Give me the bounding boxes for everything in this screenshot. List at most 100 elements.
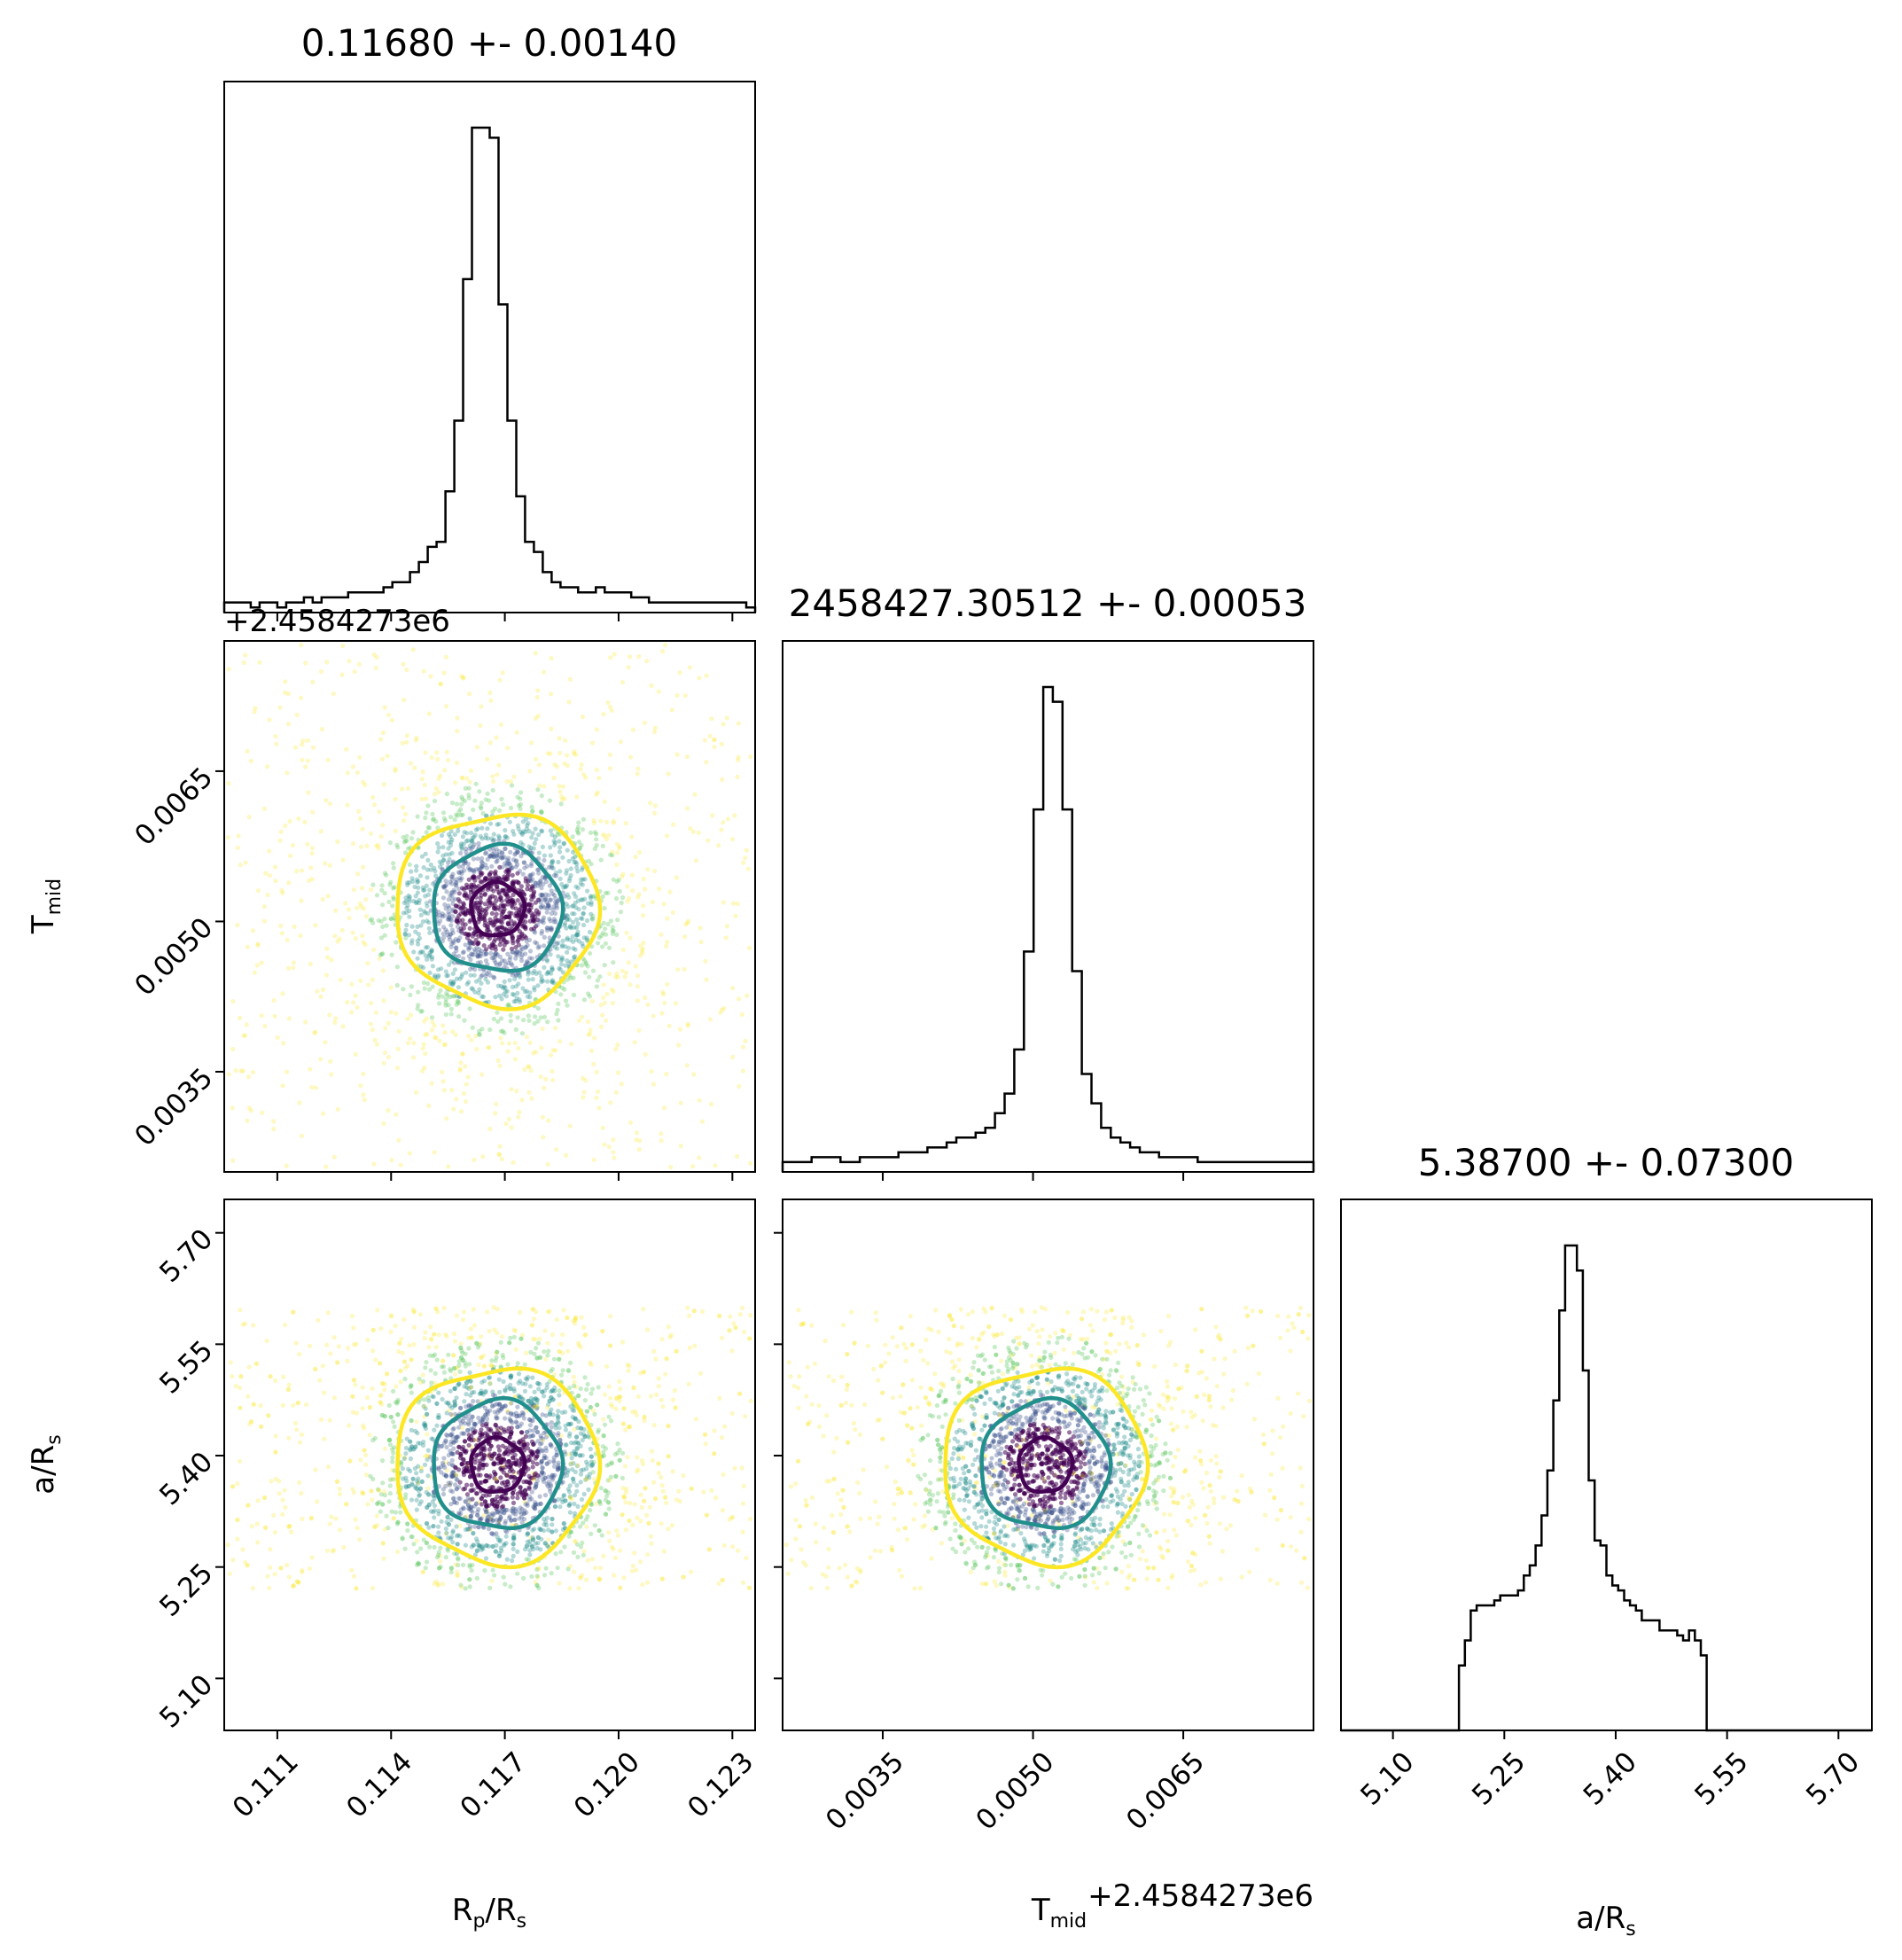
rp-ars-point	[743, 1414, 748, 1419]
rp-tmid-point	[300, 738, 306, 744]
rp-tmid-point	[527, 949, 534, 954]
rp-tmid-point	[491, 923, 496, 928]
rp-tmid-point	[608, 1100, 613, 1105]
rp-tmid-point	[440, 857, 446, 863]
rp-tmid-point	[446, 1003, 451, 1008]
rp-tmid-point	[574, 794, 580, 800]
rp-tmid-point	[500, 902, 506, 909]
rp-tmid-point	[585, 964, 590, 969]
rp-tmid-point	[496, 848, 503, 855]
rp-tmid-point	[526, 1065, 532, 1070]
rp-ars-point	[436, 1508, 441, 1514]
rp-tmid-point	[246, 815, 252, 820]
rp-ars-point	[584, 1466, 589, 1472]
rp-tmid-point	[643, 886, 648, 892]
rp-tmid-point	[533, 940, 538, 945]
rp-ars-point	[666, 1454, 671, 1459]
rp-tmid-point	[446, 917, 451, 922]
rp-tmid-point	[453, 879, 458, 886]
rp-ars-point	[712, 1428, 717, 1433]
rp-tmid-point	[479, 860, 486, 866]
rp-tmid-point	[498, 919, 503, 925]
rp-tmid-point	[611, 820, 617, 826]
rp-tmid-point	[745, 866, 751, 871]
rp-ars-point	[574, 1483, 580, 1488]
rp-tmid-point	[362, 1097, 367, 1103]
rp-tmid-point	[439, 966, 444, 972]
rp-ars-point	[425, 1394, 431, 1400]
rp-ars-point	[660, 1404, 666, 1409]
rp-ars-point	[501, 1378, 506, 1385]
rp-tmid-point	[464, 776, 470, 781]
rp-tmid-point	[539, 977, 544, 982]
rp-tmid-point	[420, 885, 425, 890]
rp-ars-point	[526, 1375, 531, 1380]
rp-tmid-point	[448, 834, 453, 839]
rp-tmid-point	[495, 822, 500, 827]
rp-ars-point	[353, 1382, 358, 1387]
rp-ars-point	[455, 1542, 460, 1547]
rp-tmid-point	[535, 945, 541, 950]
rp-ars-point	[701, 1489, 706, 1495]
rp-tmid-point	[479, 1072, 485, 1077]
rp-ars-point	[587, 1472, 592, 1477]
rp-ars-point	[480, 1462, 486, 1467]
rp-ars-point	[452, 1403, 457, 1409]
rp-ars-point	[748, 1313, 753, 1318]
rp-tmid-point	[565, 917, 570, 922]
rp-tmid-point	[528, 872, 534, 878]
rp-ars-point	[713, 1495, 719, 1501]
rp-tmid-point	[440, 1079, 446, 1084]
rp-tmid-point	[538, 1074, 543, 1080]
rp-ars-point	[729, 1410, 735, 1417]
rp-tmid-point	[570, 856, 575, 862]
rp-tmid-point	[542, 853, 548, 858]
rp-ars-point	[668, 1332, 674, 1338]
rp-ars-point	[404, 1479, 409, 1484]
rp-ars-point	[535, 1380, 541, 1386]
rp-tmid-point	[518, 974, 523, 980]
rp-tmid-point	[291, 960, 296, 965]
rp-tmid-point	[445, 933, 450, 938]
rp-tmid-point	[527, 995, 533, 1000]
rp-tmid-point	[541, 881, 546, 887]
rp-tmid-point	[374, 654, 379, 660]
rp-ars-point	[246, 1394, 251, 1399]
rp-ars-point	[428, 1368, 433, 1373]
rp-tmid-point	[241, 660, 246, 666]
rp-tmid-point	[446, 962, 452, 967]
rp-tmid-point	[463, 942, 468, 948]
rp-tmid-point	[614, 878, 620, 885]
rp-tmid-point	[580, 941, 585, 947]
rp-tmid-point	[335, 939, 340, 944]
rp-tmid-point	[467, 945, 473, 950]
rp-tmid-point	[414, 901, 419, 906]
rp-ars-point	[531, 1477, 536, 1482]
rp-ars-point	[511, 1511, 517, 1516]
rp-ars-point	[729, 1348, 735, 1354]
rp-ars-point	[408, 1456, 413, 1462]
rp-ars-point	[550, 1516, 555, 1522]
rp-ars-point	[467, 1564, 472, 1569]
rp-tmid-point	[492, 957, 497, 963]
rp-ars-point	[556, 1460, 561, 1465]
rp-tmid-point	[473, 1034, 479, 1039]
rp-tmid-point	[482, 952, 487, 957]
rp-ars-point	[659, 1337, 665, 1342]
rp-ars-point	[572, 1501, 577, 1507]
rp-ars-point	[439, 1519, 444, 1524]
rp-tmid-point	[423, 945, 428, 950]
rp-tmid-point	[723, 935, 729, 941]
rp-ars-point	[693, 1417, 699, 1422]
rp-ars-point	[703, 1441, 708, 1447]
rp-tmid-point	[697, 1097, 702, 1103]
rp-tmid-point	[493, 915, 498, 921]
rp-tmid-point	[576, 820, 581, 825]
rp-tmid-point	[402, 932, 408, 937]
rp-tmid-point	[616, 878, 621, 883]
rp-ars-point	[380, 1480, 386, 1486]
rp-tmid-point	[374, 1042, 379, 1047]
rp-tmid-point	[271, 1119, 277, 1124]
rp-ars-point	[584, 1409, 590, 1414]
rp-ars-point	[444, 1432, 449, 1438]
